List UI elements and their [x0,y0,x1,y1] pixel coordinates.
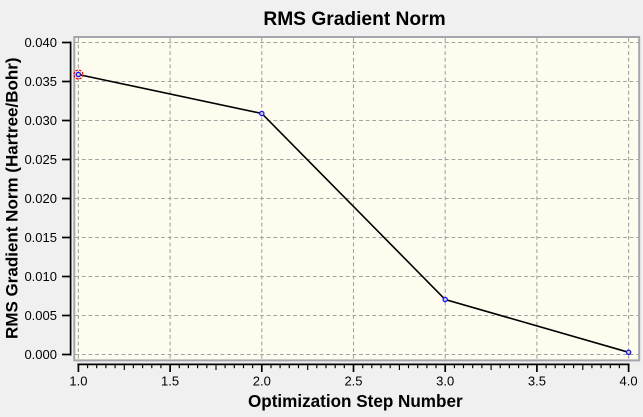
svg-text:0.035: 0.035 [24,74,57,89]
svg-text:2.5: 2.5 [344,374,362,389]
svg-text:3.0: 3.0 [436,374,454,389]
svg-text:Optimization Step Number: Optimization Step Number [248,392,463,411]
svg-text:0.025: 0.025 [24,152,57,167]
svg-text:2.0: 2.0 [253,374,271,389]
svg-text:RMS Gradient Norm: RMS Gradient Norm [263,9,445,30]
svg-text:1.5: 1.5 [161,374,179,389]
svg-text:0.020: 0.020 [24,191,57,206]
svg-text:0.010: 0.010 [24,269,57,284]
svg-text:1.0: 1.0 [69,374,87,389]
svg-text:RMS Gradient Norm (Hartree/Boh: RMS Gradient Norm (Hartree/Bohr) [2,57,21,338]
svg-text:0.005: 0.005 [24,308,57,323]
svg-text:0.015: 0.015 [24,230,57,245]
svg-text:4.0: 4.0 [620,374,638,389]
svg-text:3.5: 3.5 [528,374,546,389]
svg-text:0.040: 0.040 [24,35,57,50]
svg-text:0.000: 0.000 [24,347,57,362]
svg-text:0.030: 0.030 [24,113,57,128]
